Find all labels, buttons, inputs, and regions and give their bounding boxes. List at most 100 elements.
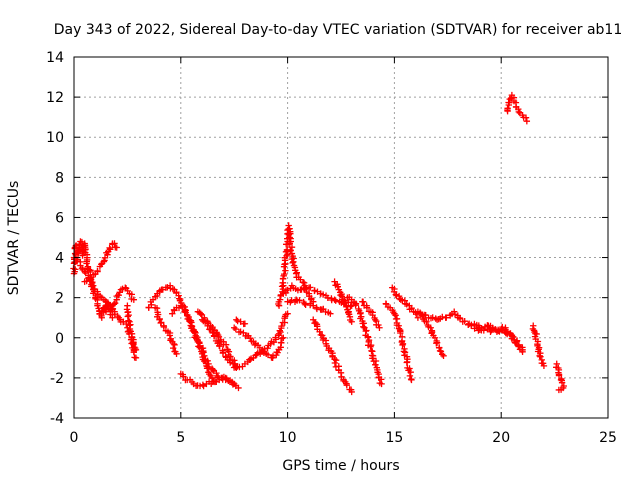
series-segment-markers	[196, 309, 206, 319]
series-segment-markers	[516, 346, 526, 354]
data-point	[285, 222, 292, 229]
data-point	[310, 302, 317, 309]
y-tick-label: 0	[55, 331, 64, 347]
series-segment-markers	[208, 374, 217, 385]
plot-frame	[73, 56, 609, 419]
series-segment-markers	[181, 308, 192, 323]
series-segment-markers	[395, 292, 403, 302]
series-segment-markers	[420, 316, 428, 325]
series-arc-4	[109, 284, 138, 313]
series-segment-markers	[264, 351, 275, 361]
series-segment-markers	[435, 313, 446, 323]
series-segment-markers	[205, 364, 216, 372]
series-segment-markers	[101, 249, 111, 264]
series-segment-markers	[369, 309, 378, 322]
series-segment-markers	[111, 240, 119, 251]
series-arc-13	[233, 316, 249, 328]
series-segment-markers	[229, 381, 240, 390]
series-segment-markers	[287, 297, 299, 306]
series-segment-markers	[166, 329, 174, 344]
data-point	[286, 234, 293, 241]
series-segment-markers	[403, 359, 415, 383]
series-arc-19	[344, 294, 385, 388]
series-segment-markers	[306, 293, 315, 303]
y-tick-label: 2	[55, 291, 64, 307]
plot-area	[70, 91, 567, 396]
series-segment-markers	[126, 321, 136, 337]
series-segment-markers	[179, 371, 189, 384]
series-segment-markers	[363, 304, 373, 315]
series-segment-markers	[269, 348, 281, 360]
data-point	[331, 296, 338, 303]
series-segment-markers	[553, 364, 562, 372]
y-tick-label: -2	[50, 371, 64, 387]
series-segment-markers	[285, 225, 294, 238]
data-point	[440, 352, 447, 360]
series-segment-markers	[205, 378, 215, 387]
series-segment-markers	[504, 99, 513, 114]
series-segment-markers	[106, 241, 116, 253]
series-segment-markers	[123, 306, 132, 324]
series-segment-markers	[199, 381, 207, 390]
data-point	[339, 296, 347, 303]
series-segment-markers	[82, 269, 92, 279]
series-segment-markers	[302, 300, 314, 309]
series-segment-markers	[424, 321, 432, 330]
series-segment-markers	[128, 291, 135, 303]
data-point	[213, 372, 221, 380]
data-point	[130, 296, 138, 303]
data-point	[515, 342, 522, 349]
data-point	[122, 284, 129, 291]
series-segment-markers	[307, 284, 318, 295]
series-segment-markers	[317, 290, 327, 298]
series-segment-markers	[320, 305, 332, 316]
series-arc-18	[331, 278, 355, 325]
data-point	[222, 374, 229, 382]
data-point	[487, 328, 494, 335]
series-segment-markers	[529, 325, 538, 336]
series-arc-7	[151, 304, 180, 358]
series-segment-markers	[520, 114, 530, 121]
data-point	[109, 314, 116, 321]
series-segment-markers	[109, 299, 119, 312]
data-point	[536, 352, 543, 360]
series-arc-12	[231, 324, 287, 362]
series-arc-14	[275, 222, 317, 309]
series-segment-markers	[359, 298, 368, 309]
y-tick-label: 10	[46, 130, 64, 146]
series-segment-markers	[558, 377, 567, 390]
series-segment-markers	[340, 297, 350, 311]
series-segment-markers	[286, 235, 296, 255]
series-segment-markers	[94, 291, 104, 300]
series-segment-markers	[511, 339, 519, 347]
series-arc-29	[553, 360, 567, 394]
series-segment-markers	[83, 274, 92, 285]
series-segment-markers	[332, 281, 341, 290]
series-segment-markers	[122, 285, 131, 295]
series-arc-28	[529, 322, 548, 370]
series-arc-25	[465, 320, 526, 354]
series-segment-markers	[537, 353, 544, 360]
series-segment-markers	[157, 319, 165, 327]
series-segment-markers	[383, 300, 392, 311]
series-segment-markers	[399, 297, 408, 304]
series-segment-markers	[324, 294, 335, 304]
series-segment-markers	[298, 284, 309, 293]
series-segment-markers	[225, 348, 234, 360]
data-point	[414, 314, 422, 321]
series-segment-markers	[451, 311, 464, 322]
series-arc-21	[382, 300, 415, 384]
series-segment-markers	[534, 344, 544, 357]
y-axis-label: SDTVAR / TECUs	[6, 181, 22, 296]
series-segment-markers	[167, 285, 177, 293]
series-segment-markers	[203, 363, 213, 378]
y-tick-label: 12	[46, 90, 64, 106]
data-point	[431, 334, 439, 341]
data-point	[408, 376, 415, 384]
data-point	[371, 316, 379, 323]
series-segment-markers	[210, 367, 220, 377]
series-arc-27	[504, 91, 531, 125]
series-segment-markers	[503, 328, 511, 338]
series-segment-markers	[279, 241, 292, 287]
series-segment-markers	[152, 292, 161, 300]
